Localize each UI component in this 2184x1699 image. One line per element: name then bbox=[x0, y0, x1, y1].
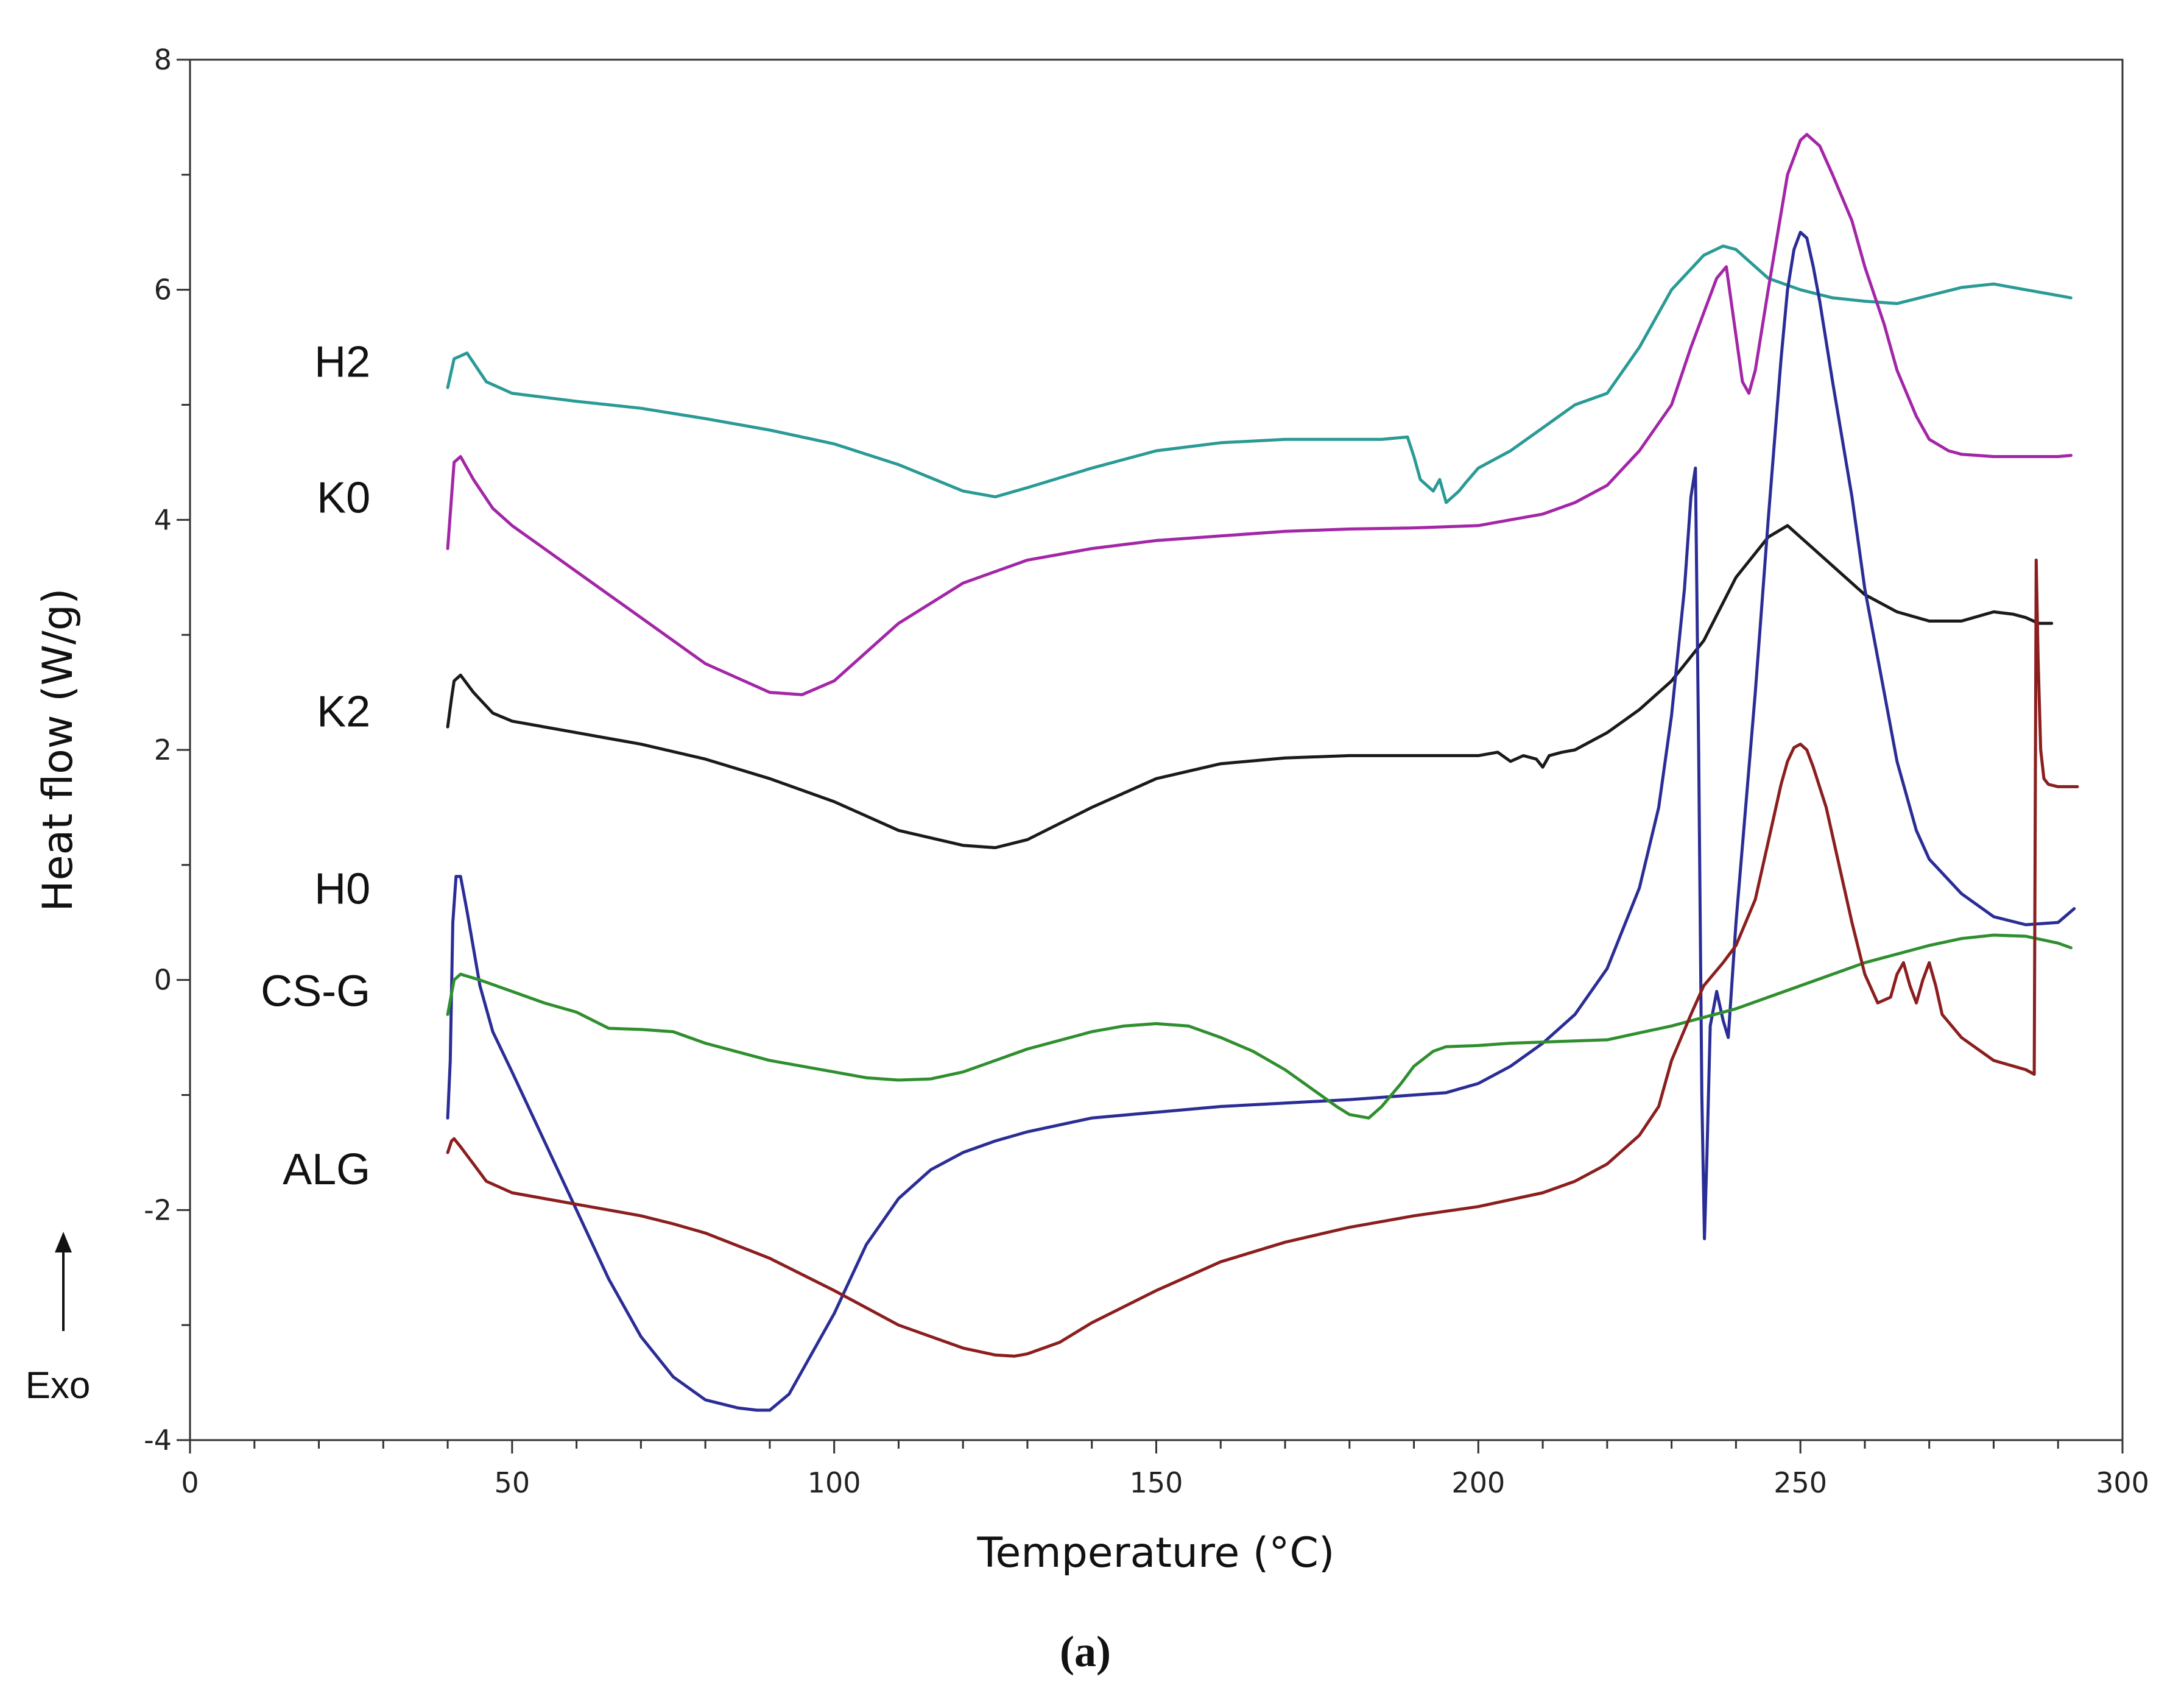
exo-indicator: Exo bbox=[26, 1232, 91, 1407]
y-tick-label: -4 bbox=[144, 1424, 172, 1457]
figure-caption: (a) bbox=[1060, 1627, 1111, 1676]
series-label-k2: K2 bbox=[317, 688, 370, 736]
series-line-h0 bbox=[446, 230, 2076, 1412]
series-label-k0: K0 bbox=[317, 473, 370, 522]
x-tick-label: 100 bbox=[808, 1466, 861, 1499]
x-axis-ticks: 0 50 100 150 200 250 300 bbox=[181, 1440, 2149, 1499]
x-tick-label: 200 bbox=[1451, 1466, 1505, 1499]
exo-label: Exo bbox=[26, 1365, 91, 1407]
y-tick-label: 2 bbox=[154, 733, 172, 766]
series-labels: H2 K0 K2 H0 CS-G ALG bbox=[261, 338, 370, 1195]
y-tick-label: 4 bbox=[154, 503, 172, 536]
y-axis-title: Heat flow (W/g) bbox=[34, 588, 82, 912]
x-axis-title: Temperature (°C) bbox=[977, 1529, 1335, 1577]
series-layer bbox=[446, 133, 2079, 1412]
arrow-up-icon bbox=[55, 1232, 72, 1252]
series-label-cs-g: CS-G bbox=[261, 967, 370, 1016]
y-tick-label: 6 bbox=[154, 274, 172, 306]
y-tick-label: 0 bbox=[154, 964, 172, 997]
x-tick-label: 250 bbox=[1774, 1466, 1827, 1499]
series-label-h0: H0 bbox=[314, 864, 370, 913]
x-tick-label: 300 bbox=[2096, 1466, 2149, 1499]
series-line-k0 bbox=[446, 133, 2073, 696]
y-axis-ticks: -4 -2 0 2 4 6 8 bbox=[144, 43, 190, 1457]
series-label-alg: ALG bbox=[283, 1145, 370, 1194]
series-line-cs-g bbox=[446, 933, 2073, 1120]
y-tick-label: -2 bbox=[144, 1193, 172, 1226]
x-tick-label: 150 bbox=[1130, 1466, 1183, 1499]
x-tick-label: 0 bbox=[181, 1466, 199, 1499]
series-label-h2: H2 bbox=[314, 338, 370, 387]
y-tick-label: 8 bbox=[154, 43, 172, 76]
series-line-h2 bbox=[446, 244, 2073, 504]
series-line-alg bbox=[446, 558, 2079, 1358]
x-tick-label: 50 bbox=[495, 1466, 530, 1499]
